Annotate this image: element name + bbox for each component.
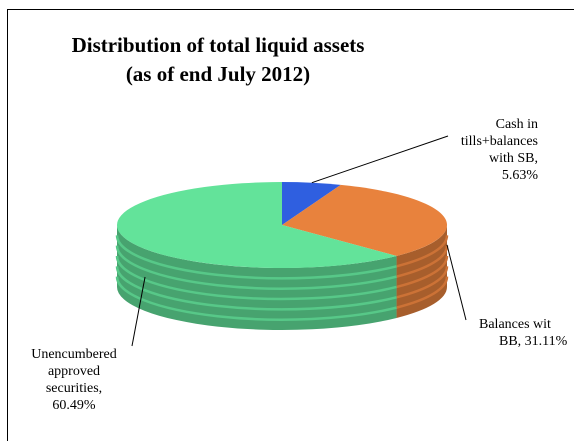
pie-side-band-2 [115, 276, 397, 321]
pie-side-band-1 [396, 276, 449, 309]
pie-chart [115, 135, 467, 347]
slice-label-securities: Unencumbered approved securities, 60.49% [31, 347, 117, 413]
leader-line-balances-bb [446, 244, 467, 321]
pie-slice-1 [282, 184, 447, 256]
chart-area: Distribution of total liquid assets (as … [7, 9, 574, 441]
pie-side-band-2 [115, 266, 397, 311]
pie-side-band-2 [115, 255, 397, 301]
pie-side-band-2 [115, 235, 397, 280]
pie-side-band-2 [115, 245, 397, 290]
pie-side-band-1 [396, 255, 449, 289]
pie-side-band-1 [396, 235, 449, 268]
chart-subtitle: (as of end July 2012) [125, 62, 311, 86]
pie-side-band-1 [396, 245, 449, 278]
chart-title: Distribution of total liquid assets [71, 33, 365, 57]
leader-line-securities [131, 276, 146, 347]
pie-side-band-1 [396, 266, 449, 299]
pie-slice-0 [282, 182, 341, 225]
slice-label-balances-bb: Balances wit BB, 31.11% [479, 317, 568, 349]
slice-label-cash: Cash in tills+balances with SB, 5.63% [460, 117, 538, 183]
leader-line-cash [311, 135, 449, 184]
pie-slice-2 [116, 182, 397, 268]
